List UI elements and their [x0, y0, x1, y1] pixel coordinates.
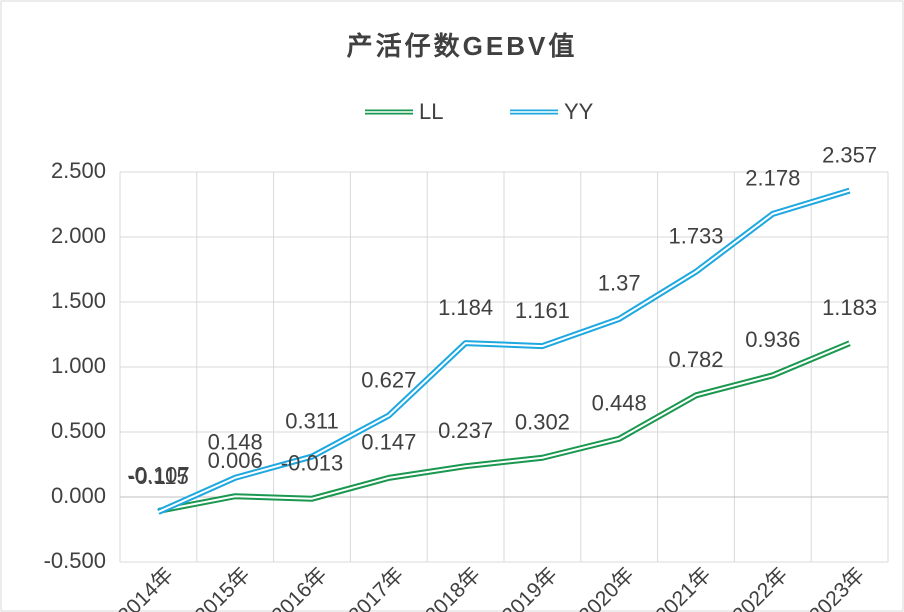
data-label: -0.013 [281, 451, 343, 476]
data-label: 1.161 [515, 298, 570, 323]
y-tick-label: 2.500 [51, 158, 106, 183]
data-label: 0.448 [592, 391, 647, 416]
data-label: 0.936 [745, 327, 800, 352]
data-label: 0.627 [361, 367, 416, 392]
data-label: 1.184 [438, 295, 493, 320]
data-label: 2.178 [745, 166, 800, 191]
data-label: 0.302 [515, 410, 570, 435]
data-label: 0.006 [208, 448, 263, 473]
y-tick-label: 1.000 [51, 353, 106, 378]
data-label: 1.183 [822, 295, 877, 320]
data-label: 0.147 [361, 430, 416, 455]
y-tick-label: 0.000 [51, 483, 106, 508]
data-label: 1.37 [598, 271, 641, 296]
data-label: -0.115 [128, 464, 189, 489]
series-line-inner [157, 189, 850, 513]
legend-label: YY [564, 99, 594, 124]
y-tick-label: -0.500 [44, 548, 106, 573]
series-line-inner [158, 342, 850, 512]
y-tick-label: 2.000 [51, 223, 106, 248]
chart-title: 产活仔数GEBV值 [347, 31, 578, 61]
y-tick-label: 0.500 [51, 418, 106, 443]
y-tick-label: 1.500 [51, 288, 106, 313]
data-label: 2.357 [822, 142, 877, 167]
data-label: 0.148 [208, 430, 263, 455]
data-label: 1.733 [668, 224, 723, 249]
data-label: 0.782 [668, 347, 723, 372]
data-label: 0.311 [285, 408, 338, 433]
legend-label: LL [419, 99, 443, 124]
data-label: -0.107 [127, 463, 189, 488]
data-label: 0.237 [438, 418, 493, 443]
